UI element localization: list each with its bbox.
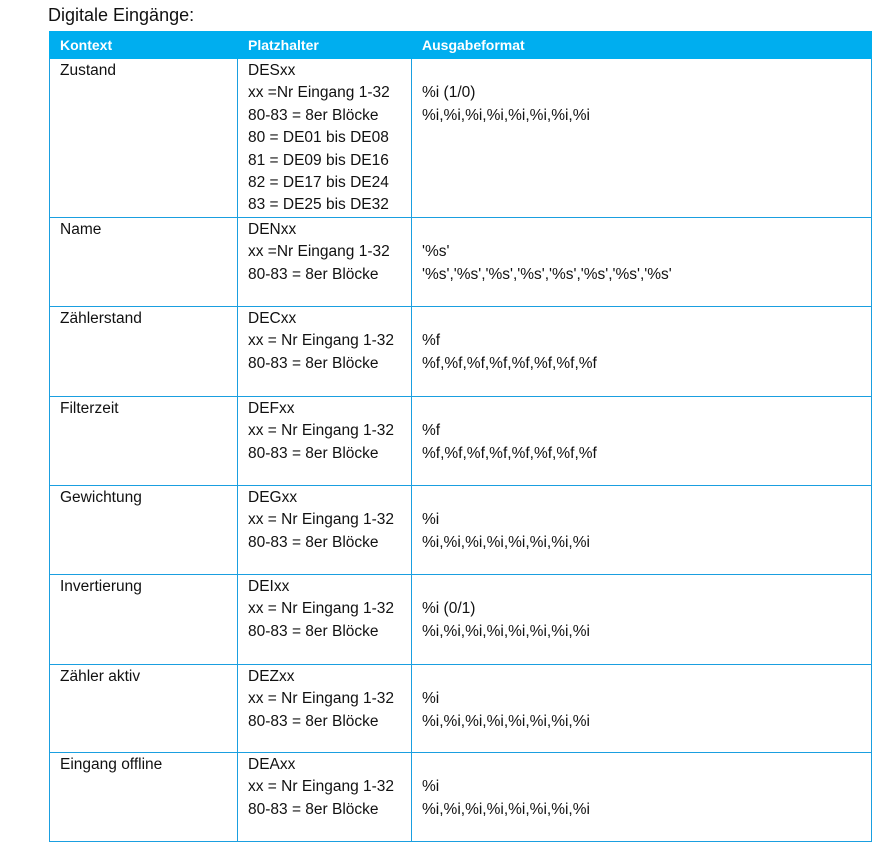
cell-context: Invertierung xyxy=(49,573,238,665)
table-row: Name DENxx xx =Nr Eingang 1-32 80-83 = 8er … xyxy=(49,216,872,307)
cell-context: Zählerstand xyxy=(49,305,238,397)
cell-format: %i %i,%i,%i,%i,%i,%i,%i,%i xyxy=(411,484,872,575)
context-text: Filterzeit xyxy=(60,399,119,417)
cell-context: Name xyxy=(49,216,238,307)
format-line: %i,%i,%i,%i,%i,%i,%i,%i xyxy=(422,106,590,124)
context-text: Zustand xyxy=(60,62,117,79)
placeholder-line: xx = Nr Eingang 1-32 xyxy=(248,511,395,529)
format-line: %f xyxy=(422,422,441,440)
placeholder-line: 80-83 = 8er Blöcke xyxy=(248,265,379,283)
table-row: Zähler aktiv DEZxx xx = Nr Eingang 1-32 80-… xyxy=(49,663,872,753)
placeholder-line: 80-83 = 8er Blöcke xyxy=(248,800,379,818)
header-ausgabeformat: Ausgabeformat xyxy=(411,31,872,59)
format-line: %i xyxy=(422,690,440,708)
cell-placeholder: DENxx xx =Nr Eingang 1-32 80-83 = 8er Blöc… xyxy=(237,216,412,307)
format-line: %i,%i,%i,%i,%i,%i,%i,%i xyxy=(422,712,590,730)
placeholder-line: xx = Nr Eingang 1-32 xyxy=(248,690,395,708)
placeholder-line: 80-83 = 8er Blöcke xyxy=(248,533,379,551)
cell-format: %i %i,%i,%i,%i,%i,%i,%i,%i xyxy=(411,751,872,842)
placeholder-line: 83 = DE25 bis DE32 xyxy=(248,196,389,214)
context-text: Zählerstand xyxy=(60,309,142,327)
cell-format: %f %f,%f,%f,%f,%f,%f,%f,%f xyxy=(411,305,872,397)
cell-context: Zähler aktiv xyxy=(49,663,238,753)
context-text: Eingang offline xyxy=(60,755,163,773)
format-line: '%s','%s','%s','%s','%s','%s','%s','%s' xyxy=(422,265,672,283)
cell-format: %i %i,%i,%i,%i,%i,%i,%i,%i xyxy=(411,663,872,753)
cell-placeholder: DEZxx xx = Nr Eingang 1-32 80-83 = 8er Blö… xyxy=(237,663,412,753)
placeholder-line: DEIxx xyxy=(248,577,290,595)
format-line: %i,%i,%i,%i,%i,%i,%i,%i xyxy=(422,533,590,551)
format-line: %i,%i,%i,%i,%i,%i,%i,%i xyxy=(422,622,590,640)
placeholder-line: 80-83 = 8er Blöcke xyxy=(248,354,379,372)
context-text: Zähler aktiv xyxy=(60,667,141,685)
placeholder-line: xx =Nr Eingang 1-32 xyxy=(248,84,390,102)
section-title: Digitale Eingänge: xyxy=(48,5,195,25)
header-kontext: Kontext xyxy=(49,31,238,59)
cell-placeholder: DECxx xx = Nr Eingang 1-32 80-83 = 8er Blö… xyxy=(237,305,412,397)
cell-format: %f %f,%f,%f,%f,%f,%f,%f,%f xyxy=(411,395,872,486)
table-row: Filterzeit DEFxx xx = Nr Eingang 1-32 80-83… xyxy=(49,395,872,486)
context-text: Invertierung xyxy=(60,577,142,595)
format-line: %i xyxy=(422,511,440,529)
cell-context: Filterzeit xyxy=(49,395,238,486)
placeholder-line: 80-83 = 8er Blöcke xyxy=(248,106,379,124)
format-line: %i,%i,%i,%i,%i,%i,%i,%i xyxy=(422,800,590,818)
placeholder-line: xx = Nr Eingang 1-32 xyxy=(248,778,395,796)
placeholder-line: 80-83 = 8er Blöcke xyxy=(248,712,379,730)
placeholder-line: 82 = DE17 bis DE24 xyxy=(248,174,389,192)
table-row: Invertierung DEIxx xx = Nr Eingang 1-32 80-… xyxy=(49,573,872,665)
placeholder-line: 80-83 = 8er Blöcke xyxy=(248,622,379,640)
placeholder-line: 80-83 = 8er Blöcke xyxy=(248,444,379,462)
cell-placeholder: DEAxx xx = Nr Eingang 1-32 80-83 = 8er Blö… xyxy=(237,751,412,842)
digital-inputs-table: Kontext Platzhalter Ausgabeformat Zustan… xyxy=(49,31,872,842)
cell-placeholder: DEIxx xx = Nr Eingang 1-32 80-83 = 8er Blö… xyxy=(237,573,412,665)
format-line: '%s' xyxy=(422,243,450,261)
cell-context: Eingang offline xyxy=(49,751,238,842)
format-line: %f,%f,%f,%f,%f,%f,%f,%f xyxy=(422,354,597,372)
format-line: %f xyxy=(422,332,441,350)
placeholder-line: DEAxx xyxy=(248,755,296,773)
placeholder-line: xx = Nr Eingang 1-32 xyxy=(248,332,395,350)
cell-format: %i (0/1) %i,%i,%i,%i,%i,%i,%i,%i xyxy=(411,573,872,665)
format-line: %f,%f,%f,%f,%f,%f,%f,%f xyxy=(422,444,597,462)
placeholder-line: DEGxx xyxy=(248,488,298,506)
table-row: Zustand DESxx xx =Nr Eingang 1-32 80-83 = 8… xyxy=(49,58,872,218)
table-row: Zählerstand DECxx xx = Nr Eingang 1-32 80-8… xyxy=(49,305,872,397)
cell-placeholder: DEGxx xx = Nr Eingang 1-32 80-83 = 8er Blö… xyxy=(237,484,412,575)
format-line: %i (0/1) xyxy=(422,600,476,618)
placeholder-line: DENxx xyxy=(248,220,297,238)
placeholder-line: xx = Nr Eingang 1-32 xyxy=(248,422,395,440)
context-text: Name xyxy=(60,220,102,238)
placeholder-line: DECxx xyxy=(248,309,297,327)
cell-context: Gewichtung xyxy=(49,484,238,575)
cell-placeholder: DEFxx xx = Nr Eingang 1-32 80-83 = 8er Blö… xyxy=(237,395,412,486)
format-line: %i (1/0) xyxy=(422,84,476,102)
placeholder-line: DESxx xyxy=(248,62,296,79)
cell-format: %i (1/0) %i,%i,%i,%i,%i,%i,%i,%i xyxy=(411,58,872,218)
placeholder-line: DEFxx xyxy=(248,399,295,417)
placeholder-line: DEZxx xyxy=(248,667,295,685)
placeholder-line: 80 = DE01 bis DE08 xyxy=(248,129,389,147)
cell-placeholder: DESxx xx =Nr Eingang 1-32 80-83 = 8er Blöc… xyxy=(237,58,412,218)
placeholder-line: xx =Nr Eingang 1-32 xyxy=(248,243,390,261)
placeholder-line: 81 = DE09 bis DE16 xyxy=(248,151,389,169)
table-row: Gewichtung DEGxx xx = Nr Eingang 1-32 80-83… xyxy=(49,484,872,575)
header-platzhalter: Platzhalter xyxy=(237,31,412,59)
context-text: Gewichtung xyxy=(60,488,142,506)
cell-format: '%s' '%s','%s','%s','%s','%s','%s','%s','… xyxy=(411,216,872,307)
table-row: Eingang offline DEAxx xx = Nr Eingang 1-32… xyxy=(49,751,872,842)
format-line: %i xyxy=(422,778,440,796)
table-header-row: Kontext Platzhalter Ausgabeformat xyxy=(49,31,872,59)
cell-context: Zustand xyxy=(49,58,238,218)
placeholder-line: xx = Nr Eingang 1-32 xyxy=(248,600,395,618)
